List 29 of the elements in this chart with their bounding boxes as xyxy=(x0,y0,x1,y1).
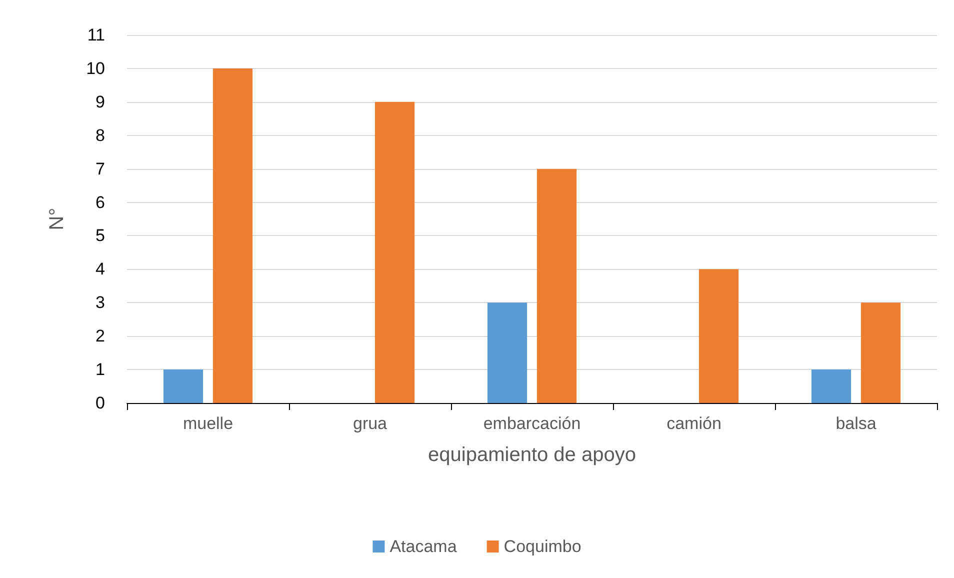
y-tick-label: 3 xyxy=(96,293,105,312)
y-tick-label: 4 xyxy=(96,260,105,279)
y-tick-label: 10 xyxy=(86,58,105,78)
y-tick-label: 6 xyxy=(96,192,105,212)
x-tick-label: balsa xyxy=(836,414,877,433)
y-tick-label: 8 xyxy=(96,126,105,145)
x-tick-label: embarcación xyxy=(483,414,581,433)
x-tick-label: grua xyxy=(352,414,388,433)
bar xyxy=(487,302,528,403)
y-tick-label: 7 xyxy=(96,159,105,178)
y-tick-label: 9 xyxy=(96,92,105,112)
legend-label: Atacama xyxy=(390,537,458,556)
bar xyxy=(374,102,415,403)
legend-label: Coquimbo xyxy=(504,537,582,556)
bar xyxy=(163,370,204,403)
bar xyxy=(698,269,739,403)
y-tick-label: 11 xyxy=(87,26,105,44)
bar xyxy=(860,302,901,403)
bar xyxy=(811,370,852,403)
x-tick-label: muelle xyxy=(182,414,234,433)
x-tick-label: camión xyxy=(666,414,722,433)
y-tick-label: 1 xyxy=(96,360,105,380)
x-axis-title: equipamiento de apoyo xyxy=(428,444,636,466)
y-tick-label: 2 xyxy=(96,326,105,346)
y-tick-label: 5 xyxy=(96,226,105,246)
y-tick-label: 0 xyxy=(96,394,105,412)
bar xyxy=(212,68,253,403)
y-axis-title: N° xyxy=(46,208,68,230)
bar xyxy=(536,168,577,403)
